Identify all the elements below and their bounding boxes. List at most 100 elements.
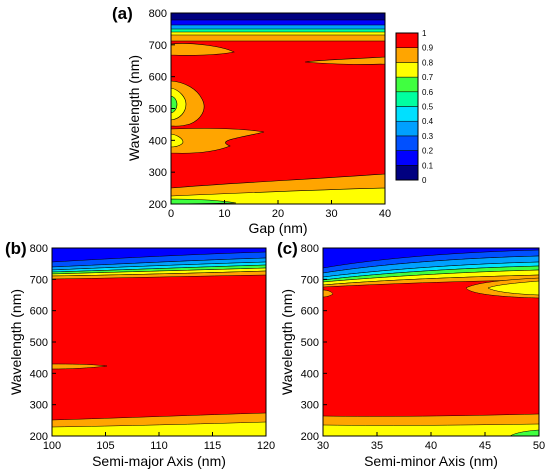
contour-lines-a (171, 19, 385, 42)
colorbar-tick-label: 0.2 (422, 147, 434, 156)
band-c-orange (323, 274, 539, 288)
lobe-a-400-inner (171, 133, 184, 148)
colorbar-cell (395, 165, 419, 181)
colorbar-tick-label: 0.1 (422, 161, 434, 170)
y-axis-title-c: Wavelength (nm) (279, 289, 295, 395)
colorbar-cells (395, 32, 419, 181)
colorbar-cell (395, 91, 419, 107)
y-axis-title-a: Wavelength (nm) (126, 55, 142, 161)
panel-label-a: (a) (112, 4, 133, 23)
x-tick-label: 40 (379, 208, 391, 220)
colorbar-cell (395, 47, 419, 63)
band-a-yellow-top (171, 32, 385, 35)
colorbar-tick-label: 0.9 (422, 44, 434, 53)
ticks-a: 0 10 20 30 40 200 300 400 500 600 700 800 (149, 8, 391, 220)
panel-label-b: (b) (5, 239, 27, 258)
x-axis-title-b: Semi-major Axis (nm) (92, 453, 226, 469)
y-tick-label: 700 (30, 274, 48, 286)
ticks-c: 30 35 40 45 50 200 300 400 500 600 700 800 (301, 243, 545, 452)
lobe-a-right-660 (304, 56, 385, 65)
band-a-orange-top (171, 35, 385, 41)
x-tick-label: 110 (150, 440, 168, 452)
x-tick-label: 120 (257, 440, 275, 452)
x-tick-label: 20 (272, 208, 284, 220)
band-c-navy (323, 248, 539, 268)
x-tick-label: 35 (371, 440, 383, 452)
band-c-bottom-green (509, 429, 539, 436)
y-tick-label: 700 (149, 40, 167, 52)
lobe-b-420 (52, 363, 108, 370)
band-a-cyan (171, 29, 385, 32)
contour-bands-a (171, 13, 385, 204)
y-tick-label: 400 (149, 135, 167, 147)
colorbar-labels: 1 0.9 0.8 0.7 0.6 0.5 0.4 0.3 0.2 0.1 0 (422, 29, 434, 185)
x-tick-label: 115 (204, 440, 222, 452)
panel-b: (b) 100 105 110 115 120 200 300 400 500 600 700 800… (5, 239, 275, 469)
background-fill-b (52, 248, 266, 436)
y-tick-label: 400 (30, 368, 48, 380)
colorbar-cell (395, 32, 419, 48)
band-a-bottom-green (171, 198, 237, 204)
y-tick-label: 600 (301, 306, 319, 318)
y-tick-label: 600 (149, 72, 167, 84)
colorbar-tick-label: 0.3 (422, 132, 434, 141)
band-a-lightblue (171, 25, 385, 29)
colorbar-tick-label: 0.7 (422, 73, 434, 82)
band-a-blue (171, 20, 385, 25)
x-tick-label: 50 (533, 440, 545, 452)
y-tick-label: 800 (149, 8, 167, 20)
y-tick-label: 200 (30, 431, 48, 443)
y-tick-label: 200 (149, 199, 167, 211)
lobe-c-left-650 (323, 289, 334, 298)
lobe-a-500-inner (171, 87, 187, 121)
colorbar-cell (395, 120, 419, 137)
x-axis-title-a: Gap (nm) (248, 220, 307, 236)
y-tick-label: 500 (301, 337, 319, 349)
lobe-c-680-yellow (487, 280, 539, 296)
y-tick-label: 500 (149, 104, 167, 116)
lobe-a-660 (171, 43, 235, 56)
y-tick-label: 200 (301, 431, 319, 443)
ticks-b: 100 105 110 115 120 200 300 400 500 600 700 800 (30, 243, 276, 452)
band-a-top-navy (171, 13, 385, 20)
lobe-a-400 (171, 128, 265, 154)
x-tick-label: 105 (96, 440, 114, 452)
y-tick-label: 300 (30, 400, 48, 412)
colorbar-tick-label: 1 (422, 29, 427, 38)
y-tick-label: 800 (30, 243, 48, 255)
colorbar: 1 0.9 0.8 0.7 0.6 0.5 0.4 0.3 0.2 0.1 0 (395, 29, 434, 185)
colorbar-cell (395, 62, 419, 78)
x-tick-label: 40 (425, 440, 437, 452)
colorbar-cell (395, 76, 419, 93)
band-b-orange (52, 270, 266, 280)
panel-label-c: (c) (277, 239, 298, 258)
colorbar-tick-label: 0.5 (422, 103, 434, 112)
colorbar-cell (395, 135, 419, 151)
colorbar-cell (395, 106, 419, 122)
colorbar-tick-label: 0 (422, 176, 427, 185)
colorbar-cell (395, 150, 419, 166)
x-tick-label: 30 (317, 440, 329, 452)
y-tick-label: 800 (301, 243, 319, 255)
colorbar-frame (395, 32, 419, 181)
x-tick-label: 0 (168, 208, 174, 220)
x-axis-title-c: Semi-minor Axis (nm) (364, 453, 498, 469)
colorbar-tick-label: 0.4 (422, 117, 434, 126)
colorbar-tick-label: 0.8 (422, 58, 434, 67)
x-tick-label: 45 (479, 440, 491, 452)
y-tick-label: 700 (301, 274, 319, 286)
x-tick-label: 10 (218, 208, 230, 220)
y-tick-label: 300 (149, 167, 167, 179)
background-fill-a (171, 13, 385, 204)
y-tick-label: 500 (30, 337, 48, 349)
x-tick-label: 100 (43, 440, 61, 452)
colorbar-tick-label: 0.6 (422, 88, 434, 97)
panel-a: (a) (112, 4, 391, 236)
y-tick-label: 600 (30, 306, 48, 318)
x-tick-label: 30 (325, 208, 337, 220)
y-tick-label: 400 (301, 368, 319, 380)
band-b-navy (52, 248, 266, 262)
y-tick-label: 300 (301, 400, 319, 412)
